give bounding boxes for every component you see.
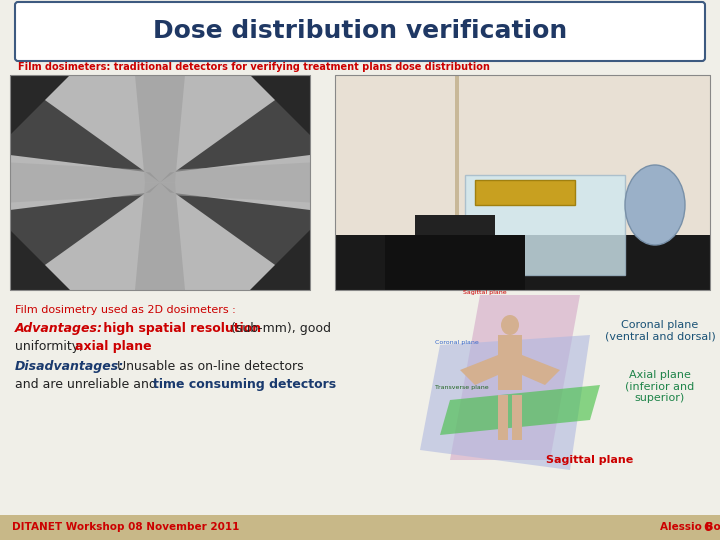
Bar — [10, 75, 310, 290]
Polygon shape — [160, 163, 310, 202]
Bar — [512, 395, 522, 440]
Bar — [335, 235, 710, 290]
Polygon shape — [10, 75, 70, 135]
Polygon shape — [10, 183, 160, 290]
Polygon shape — [10, 163, 160, 202]
Bar — [10, 75, 310, 290]
Bar — [455, 75, 459, 235]
Text: time consuming detectors: time consuming detectors — [153, 378, 336, 391]
Bar — [475, 180, 575, 205]
Text: and are unreliable and: and are unreliable and — [15, 378, 161, 391]
Text: Sagittal plane: Sagittal plane — [546, 455, 634, 465]
Text: DITANET Workshop 08 November 2011: DITANET Workshop 08 November 2011 — [12, 523, 239, 532]
Polygon shape — [135, 75, 185, 183]
Ellipse shape — [625, 165, 685, 245]
Polygon shape — [450, 295, 580, 460]
Bar — [498, 335, 522, 390]
Polygon shape — [160, 183, 310, 290]
Bar — [0, 515, 720, 540]
Text: Axial plane
(inferior and
superior): Axial plane (inferior and superior) — [626, 370, 695, 403]
Bar — [335, 75, 710, 290]
Bar — [498, 395, 508, 440]
Text: (sub-mm), good: (sub-mm), good — [227, 322, 331, 335]
Bar — [10, 75, 310, 290]
Text: uniformity,: uniformity, — [15, 340, 87, 353]
Text: Film dosimetry used as 2D dosimeters :: Film dosimetry used as 2D dosimeters : — [15, 305, 235, 315]
Text: Unusable as on-line detectors: Unusable as on-line detectors — [113, 360, 304, 373]
Polygon shape — [10, 75, 160, 183]
Polygon shape — [10, 230, 70, 290]
Polygon shape — [135, 183, 185, 290]
Bar — [335, 75, 710, 290]
Text: 6: 6 — [703, 521, 712, 534]
Polygon shape — [250, 230, 310, 290]
Polygon shape — [160, 75, 310, 183]
Bar — [415, 215, 495, 235]
Bar — [465, 175, 625, 275]
Polygon shape — [522, 355, 560, 385]
Polygon shape — [440, 385, 600, 435]
Text: Disadvantages:: Disadvantages: — [15, 360, 125, 373]
Bar — [335, 75, 710, 235]
Text: Sagittal plane: Sagittal plane — [463, 290, 507, 295]
Text: Coronal plane: Coronal plane — [435, 340, 479, 345]
Polygon shape — [460, 355, 498, 385]
Text: high spatial resolution: high spatial resolution — [99, 322, 261, 335]
Text: Dose distribution verification: Dose distribution verification — [153, 19, 567, 44]
Ellipse shape — [501, 315, 519, 335]
Text: Transverse plane: Transverse plane — [435, 385, 489, 390]
Text: axial plane: axial plane — [75, 340, 152, 353]
Text: Coronal plane
(ventral and dorsal): Coronal plane (ventral and dorsal) — [605, 320, 716, 342]
Bar — [385, 235, 525, 290]
Text: Alessio Bocci, CNA: Alessio Bocci, CNA — [660, 523, 720, 532]
Polygon shape — [420, 335, 590, 470]
Polygon shape — [250, 75, 310, 135]
Text: Advantages:: Advantages: — [15, 322, 103, 335]
FancyBboxPatch shape — [15, 2, 705, 61]
Text: Film dosimeters: traditional detectors for verifying treatment plans dose distri: Film dosimeters: traditional detectors f… — [18, 62, 490, 72]
